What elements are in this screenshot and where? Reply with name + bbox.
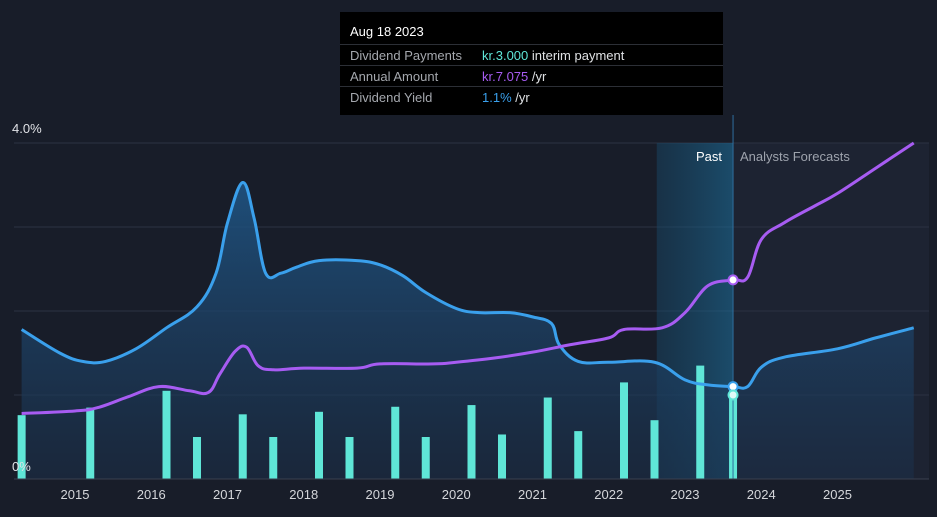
x-tick-label: 2016: [136, 487, 166, 502]
x-tick-label: 2024: [746, 487, 776, 502]
payment-bar: [620, 382, 628, 479]
tooltip-row-payments: Dividend Payments kr.3.000 interim payme…: [340, 44, 723, 66]
tooltip-label: Dividend Yield: [350, 90, 433, 105]
payment-bar: [696, 365, 705, 479]
past-label: Past: [696, 149, 723, 164]
tooltip-value: 1.1% /yr: [482, 90, 530, 105]
tooltip-date: Aug 18 2023: [350, 24, 424, 39]
yield-value: 1.1%: [482, 90, 512, 105]
annual-suffix: /yr: [528, 69, 547, 84]
x-tick-label: 2021: [518, 487, 547, 502]
x-tick-label: 2019: [365, 487, 395, 502]
x-tick-label: 2022: [594, 487, 624, 502]
payment-bar: [17, 415, 26, 479]
x-tick-label: 2018: [289, 487, 319, 502]
payment-bar: [86, 407, 95, 479]
x-tick-label: 2015: [60, 487, 90, 502]
markers: [727, 274, 739, 401]
annual_amount-marker: [727, 274, 739, 286]
payment-value: kr.3.000: [482, 48, 529, 63]
payment-bar: [574, 431, 583, 479]
x-tick-label: 2017: [213, 487, 242, 502]
payment-bar: [498, 434, 506, 479]
payment-bar: [193, 437, 201, 479]
payment-bar: [238, 414, 247, 479]
x-tick-label: 2023: [670, 487, 700, 502]
x-tick-label: 2025: [823, 487, 852, 502]
payment-bar: [345, 437, 354, 479]
yield-area: [21, 182, 914, 480]
tooltip: Aug 18 2023 Dividend Payments kr.3.000 i…: [340, 12, 723, 115]
x-tick-label: 2020: [441, 487, 471, 502]
payment-suffix: interim payment: [528, 48, 625, 63]
tooltip-row-yield: Dividend Yield 1.1% /yr: [340, 86, 723, 108]
payment-bar: [543, 397, 552, 479]
tooltip-value: kr.7.075 /yr: [482, 69, 546, 84]
y-tick-max: 4.0%: [12, 121, 42, 136]
payment-bar: [650, 420, 659, 479]
tooltip-label: Annual Amount: [350, 69, 439, 84]
payment-bar: [269, 437, 278, 479]
tooltip-label: Dividend Payments: [350, 48, 462, 63]
payment-bar: [162, 390, 171, 479]
tooltip-row-annual: Annual Amount kr.7.075 /yr: [340, 65, 723, 87]
payment-bar: [421, 437, 430, 479]
annual-value: kr.7.075: [482, 69, 529, 84]
annual-amount-line: [21, 141, 915, 415]
payments-marker: [727, 389, 739, 401]
yield-suffix: /yr: [511, 90, 530, 105]
forecast-label: Analysts Forecasts: [740, 149, 850, 164]
payment-bar: [467, 405, 476, 479]
y-tick-min: 0%: [12, 459, 31, 474]
payment-bar: [315, 411, 323, 479]
payment-bar: [391, 406, 400, 479]
tooltip-value: kr.3.000 interim payment: [482, 48, 624, 63]
